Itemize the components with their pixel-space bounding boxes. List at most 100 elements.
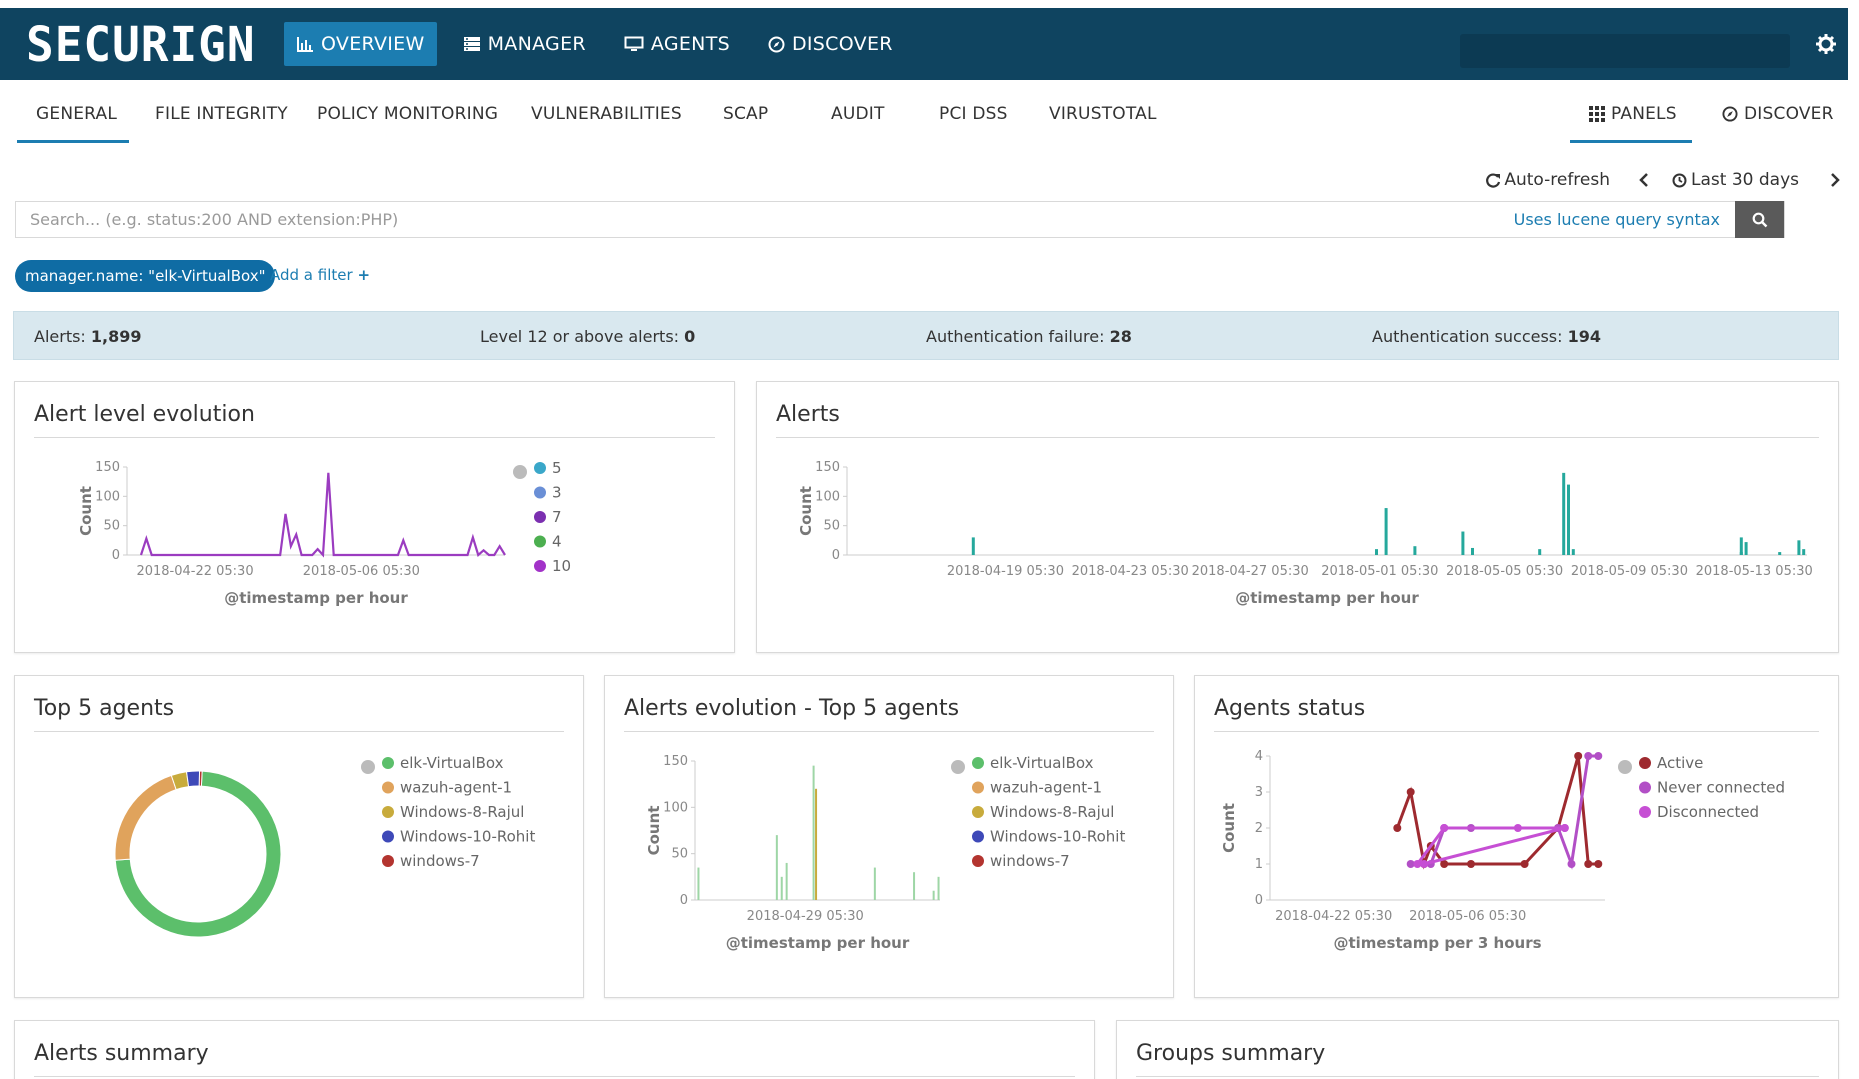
groups-summary-panel: Groups summary (1116, 1020, 1839, 1079)
legend-swatch (382, 830, 394, 843)
legend-swatch (972, 830, 984, 843)
plus-icon: + (357, 266, 371, 284)
search-bar: Uses lucene query syntax (15, 201, 1785, 238)
agent-alert-bar (775, 835, 778, 900)
panels-indicator (1570, 140, 1692, 143)
auto-refresh-label: Auto-refresh (1504, 170, 1611, 190)
agents-status-chart: 0 1 2 3 4 Count @timestamp per 3 hours 2018-04-… (1220, 749, 1785, 952)
y-tick-label: 150 (663, 754, 688, 769)
tab-file-integrity[interactable]: FILE INTEGRITY (155, 104, 288, 124)
alert-bar (1802, 549, 1806, 555)
add-filter-link[interactable]: Add a filter + (270, 266, 370, 284)
alert-bar (1739, 552, 1743, 555)
legend-label: wazuh-agent-1 (990, 779, 1102, 797)
y-tick-label: 100 (663, 800, 688, 815)
panel-title: Alerts evolution - Top 5 agents (624, 696, 960, 721)
top5-agents-panel: Top 5 agents elk-VirtualBox wazuh-agent-1… (14, 675, 584, 998)
alert-bar (1375, 549, 1378, 555)
panels-button[interactable]: PANELS (1589, 104, 1677, 124)
alerts-evolution-panel: Alerts evolution - Top 5 agents 0 50 100 15… (604, 675, 1174, 998)
tab-audit[interactable]: AUDIT (831, 104, 885, 124)
alert-bar (1384, 508, 1388, 555)
y-axis-title: Count (1220, 803, 1238, 853)
alerts-panel: Alerts 0 50 100 150 Count @timestamp per hour… (756, 381, 1839, 653)
tab-scap[interactable]: SCAP (723, 104, 769, 124)
gear-icon[interactable] (1816, 34, 1836, 54)
nav-overview[interactable]: OVERVIEW (284, 22, 437, 66)
nav-agents[interactable]: AGENTS (612, 22, 742, 66)
tab-vulnerabilities[interactable]: VULNERABILITIES (531, 104, 682, 124)
alert-bar (1562, 472, 1566, 555)
time-range-button[interactable]: Last 30 days (1672, 170, 1799, 190)
panel-title: Groups summary (1136, 1041, 1326, 1066)
tab-general[interactable]: GENERAL (36, 104, 117, 124)
status-point (1393, 824, 1402, 832)
x-tick-label: 2018-04-22 05:30 (136, 564, 253, 579)
x-tick-label: 2018-04-22 05:30 (1275, 909, 1392, 924)
panel-title: Alerts (776, 402, 840, 427)
compass-icon (1722, 106, 1738, 122)
tab-policy-monitoring[interactable]: POLICY MONITORING (317, 104, 499, 124)
panel-title: Alerts summary (34, 1041, 209, 1066)
y-tick-label: 100 (815, 489, 840, 504)
chevron-right-icon[interactable] (1829, 172, 1841, 188)
discover-tab-button[interactable]: DISCOVER (1722, 104, 1834, 124)
alert-bar (1538, 549, 1542, 555)
nav-discover[interactable]: DISCOVER (756, 22, 905, 66)
stat-alerts-value: 1,899 (90, 327, 142, 346)
app-logo[interactable]: SECURIGN (26, 15, 256, 73)
filter-pill-manager[interactable]: manager.name: "elk-VirtualBox" (15, 260, 276, 292)
status-point (1513, 824, 1522, 832)
alert-bar (1413, 546, 1417, 555)
agent-alert-bar (873, 867, 876, 900)
status-point (1594, 860, 1603, 868)
panel-divider (34, 1076, 1075, 1077)
auto-refresh-button[interactable]: Auto-refresh (1486, 170, 1610, 190)
legend-toggle-icon (1618, 760, 1632, 774)
y-tick-label: 0 (832, 548, 840, 563)
status-point (1574, 752, 1583, 760)
tab-virustotal[interactable]: VIRUSTOTAL (1049, 104, 1157, 124)
legend-swatch (972, 806, 984, 818)
y-tick-label: 0 (112, 548, 120, 563)
legend-label: Windows-8-Rajul (990, 803, 1114, 821)
y-tick-label: 0 (1255, 893, 1263, 908)
x-axis-title: @timestamp per hour (1235, 589, 1419, 607)
status-point (1594, 752, 1603, 760)
x-axis-title: @timestamp per hour (224, 589, 408, 607)
panel-divider (624, 731, 1154, 732)
x-tick-label: 2018-04-19 05:30 (947, 564, 1064, 579)
server-icon (463, 37, 480, 51)
y-tick-label: 1 (1255, 857, 1263, 872)
panel-divider (1214, 731, 1819, 732)
agent-alert-bar (812, 765, 815, 900)
alert-bar (1461, 531, 1465, 555)
legend-toggle-icon (513, 465, 527, 479)
y-tick-label: 4 (1255, 749, 1263, 764)
lucene-syntax-link[interactable]: Uses lucene query syntax (1513, 210, 1720, 229)
top-navigation-bar: SECURIGN OVERVIEW MANAGER AGENTS DISCOVE… (0, 8, 1848, 80)
legend-label: Windows-8-Rajul (400, 803, 524, 821)
nav-manager[interactable]: MANAGER (451, 22, 598, 66)
top5-agents-chart: elk-VirtualBox wazuh-agent-1 Windows-8-Raj… (114, 754, 535, 938)
legend-swatch (534, 486, 546, 499)
status-point (1520, 860, 1529, 868)
alert-level-evolution-panel: Alert level evolution 0 50 100 150 Count @tim… (14, 381, 735, 653)
search-input[interactable] (16, 202, 1316, 237)
alert-bar (1744, 542, 1748, 555)
tab-pci-dss[interactable]: PCI DSS (939, 104, 1008, 124)
panel-title: Alert level evolution (34, 402, 255, 427)
legend-label: 4 (552, 533, 562, 551)
search-button[interactable] (1735, 201, 1784, 238)
agents-status-panel: Agents status 0 1 2 3 4 Count @timestamp per 3… (1194, 675, 1839, 998)
x-tick-label: 2018-05-01 05:30 (1321, 564, 1438, 579)
nav-manager-label: MANAGER (487, 33, 586, 55)
compass-icon (768, 36, 785, 52)
nav-agents-label: AGENTS (650, 33, 730, 55)
chevron-left-icon[interactable] (1638, 172, 1650, 188)
y-tick-label: 50 (671, 847, 688, 862)
status-point (1420, 860, 1429, 868)
stat-auth-failure: Authentication failure: 28 (926, 327, 1132, 346)
panel-title: Agents status (1214, 696, 1366, 721)
